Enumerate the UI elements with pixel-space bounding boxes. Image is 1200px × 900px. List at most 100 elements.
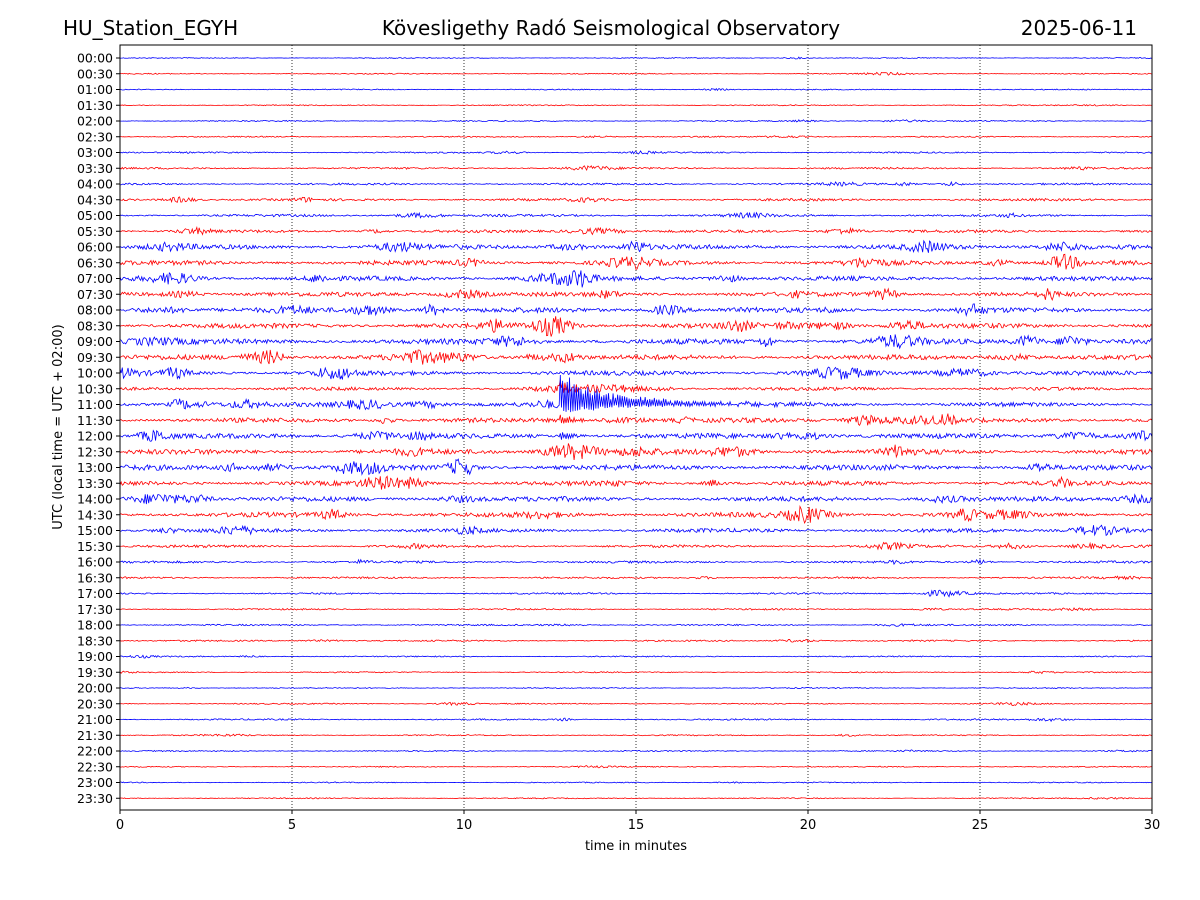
- trace-2000: [119, 686, 1153, 690]
- trace-0230: [119, 135, 1153, 139]
- y-tick-label: 05:30: [77, 224, 113, 239]
- y-tick-label: 15:00: [77, 523, 113, 538]
- trace-0030: [119, 71, 1153, 76]
- trace-0130: [119, 103, 1153, 107]
- trace-1100: [119, 374, 1153, 413]
- x-axis-label: time in minutes: [585, 839, 687, 854]
- y-tick-label: 08:00: [77, 303, 113, 318]
- trace-1300: [119, 458, 1153, 476]
- trace-1330: [119, 475, 1153, 490]
- trace-2130: [119, 733, 1153, 737]
- y-tick-label: 09:30: [77, 350, 113, 365]
- trace-2230: [119, 765, 1153, 769]
- station-title: HU_Station_EGYH: [63, 16, 239, 40]
- trace-1000: [119, 366, 1153, 380]
- trace-1030: [119, 380, 1153, 394]
- trace-1700: [119, 589, 1153, 598]
- plot-frame: [119, 44, 1153, 811]
- trace-0930: [119, 349, 1153, 365]
- trace-1500: [119, 524, 1153, 537]
- x-tick-label: 30: [1144, 818, 1161, 833]
- y-tick-label: 19:30: [77, 665, 113, 680]
- seismogram-traces: [119, 56, 1153, 800]
- y-tick-label: 07:30: [77, 287, 113, 302]
- y-tick-label: 01:00: [77, 82, 113, 97]
- y-tick-label: 11:30: [77, 413, 113, 428]
- y-tick-label: 18:30: [77, 633, 113, 648]
- y-tick-label: 13:30: [77, 476, 113, 491]
- y-tick-label: 20:30: [77, 696, 113, 711]
- y-tick-label: 22:30: [77, 759, 113, 774]
- y-tick-label: 14:30: [77, 507, 113, 522]
- trace-1530: [119, 541, 1153, 551]
- y-tick-label: 15:30: [77, 539, 113, 554]
- trace-0330: [119, 165, 1153, 172]
- y-tick-label: 02:30: [77, 129, 113, 144]
- x-tick-label: 0: [116, 818, 124, 833]
- trace-1800: [119, 623, 1153, 627]
- trace-1630: [119, 575, 1153, 581]
- x-tick-label: 5: [288, 818, 296, 833]
- y-tick-label: 16:30: [77, 570, 113, 585]
- y-tick-label: 02:00: [77, 114, 113, 129]
- y-tick-label: 14:00: [77, 492, 113, 507]
- y-tick-label: 07:00: [77, 271, 113, 286]
- trace-2300: [119, 781, 1153, 784]
- trace-1130: [119, 413, 1153, 427]
- trace-1600: [119, 558, 1153, 566]
- y-tick-label: 08:30: [77, 318, 113, 333]
- trace-1930: [119, 670, 1153, 675]
- trace-0100: [119, 87, 1153, 92]
- y-tick-label: 11:00: [77, 397, 113, 412]
- trace-2330: [119, 796, 1153, 800]
- y-tick-label: 21:30: [77, 728, 113, 743]
- y-tick-label: 09:00: [77, 334, 113, 349]
- trace-0530: [119, 226, 1153, 236]
- y-tick-label: 01:30: [77, 98, 113, 113]
- vertical-gridlines: [291, 45, 981, 810]
- x-tick-label: 10: [456, 818, 473, 833]
- y-tick-label: 03:00: [77, 145, 113, 160]
- x-tick-label: 15: [628, 818, 645, 833]
- trace-0730: [119, 287, 1153, 302]
- trace-0630: [119, 253, 1153, 270]
- y-tick-label: 17:00: [77, 586, 113, 601]
- trace-0900: [119, 334, 1153, 350]
- y-tick-labels: 00:0000:3001:0001:3002:0002:3003:0003:30…: [77, 51, 120, 806]
- y-tick-label: 19:00: [77, 649, 113, 664]
- y-tick-label: 21:00: [77, 712, 113, 727]
- trace-1730: [119, 607, 1153, 612]
- trace-2200: [119, 749, 1153, 753]
- trace-0500: [119, 211, 1153, 220]
- y-tick-label: 18:00: [77, 618, 113, 633]
- trace-0800: [119, 303, 1153, 317]
- y-tick-label: 12:30: [77, 444, 113, 459]
- y-tick-label: 04:30: [77, 192, 113, 207]
- y-tick-label: 16:00: [77, 555, 113, 570]
- y-tick-label: 12:00: [77, 429, 113, 444]
- y-tick-label: 06:00: [77, 240, 113, 255]
- observatory-title: Kövesligethy Radó Seismological Observat…: [381, 16, 841, 40]
- x-tick-label: 20: [800, 818, 817, 833]
- y-tick-label: 00:00: [77, 51, 113, 66]
- x-tick-labels: 0 5 10 15 20 25 30: [116, 810, 1160, 833]
- y-tick-label: 20:00: [77, 681, 113, 696]
- x-tick-label: 25: [972, 818, 989, 833]
- y-tick-label: 22:00: [77, 744, 113, 759]
- trace-1230: [119, 443, 1153, 461]
- trace-1900: [119, 654, 1153, 659]
- trace-1430: [119, 504, 1153, 524]
- trace-0830: [119, 316, 1153, 337]
- y-tick-label: 04:00: [77, 177, 113, 192]
- trace-0600: [119, 239, 1153, 253]
- trace-0400: [119, 180, 1153, 187]
- y-tick-label: 10:00: [77, 366, 113, 381]
- y-tick-label: 17:30: [77, 602, 113, 617]
- trace-2100: [119, 717, 1153, 723]
- trace-1400: [119, 493, 1153, 505]
- trace-0430: [119, 196, 1153, 204]
- y-tick-label: 03:30: [77, 161, 113, 176]
- y-tick-label: 23:00: [77, 775, 113, 790]
- trace-1830: [119, 638, 1153, 643]
